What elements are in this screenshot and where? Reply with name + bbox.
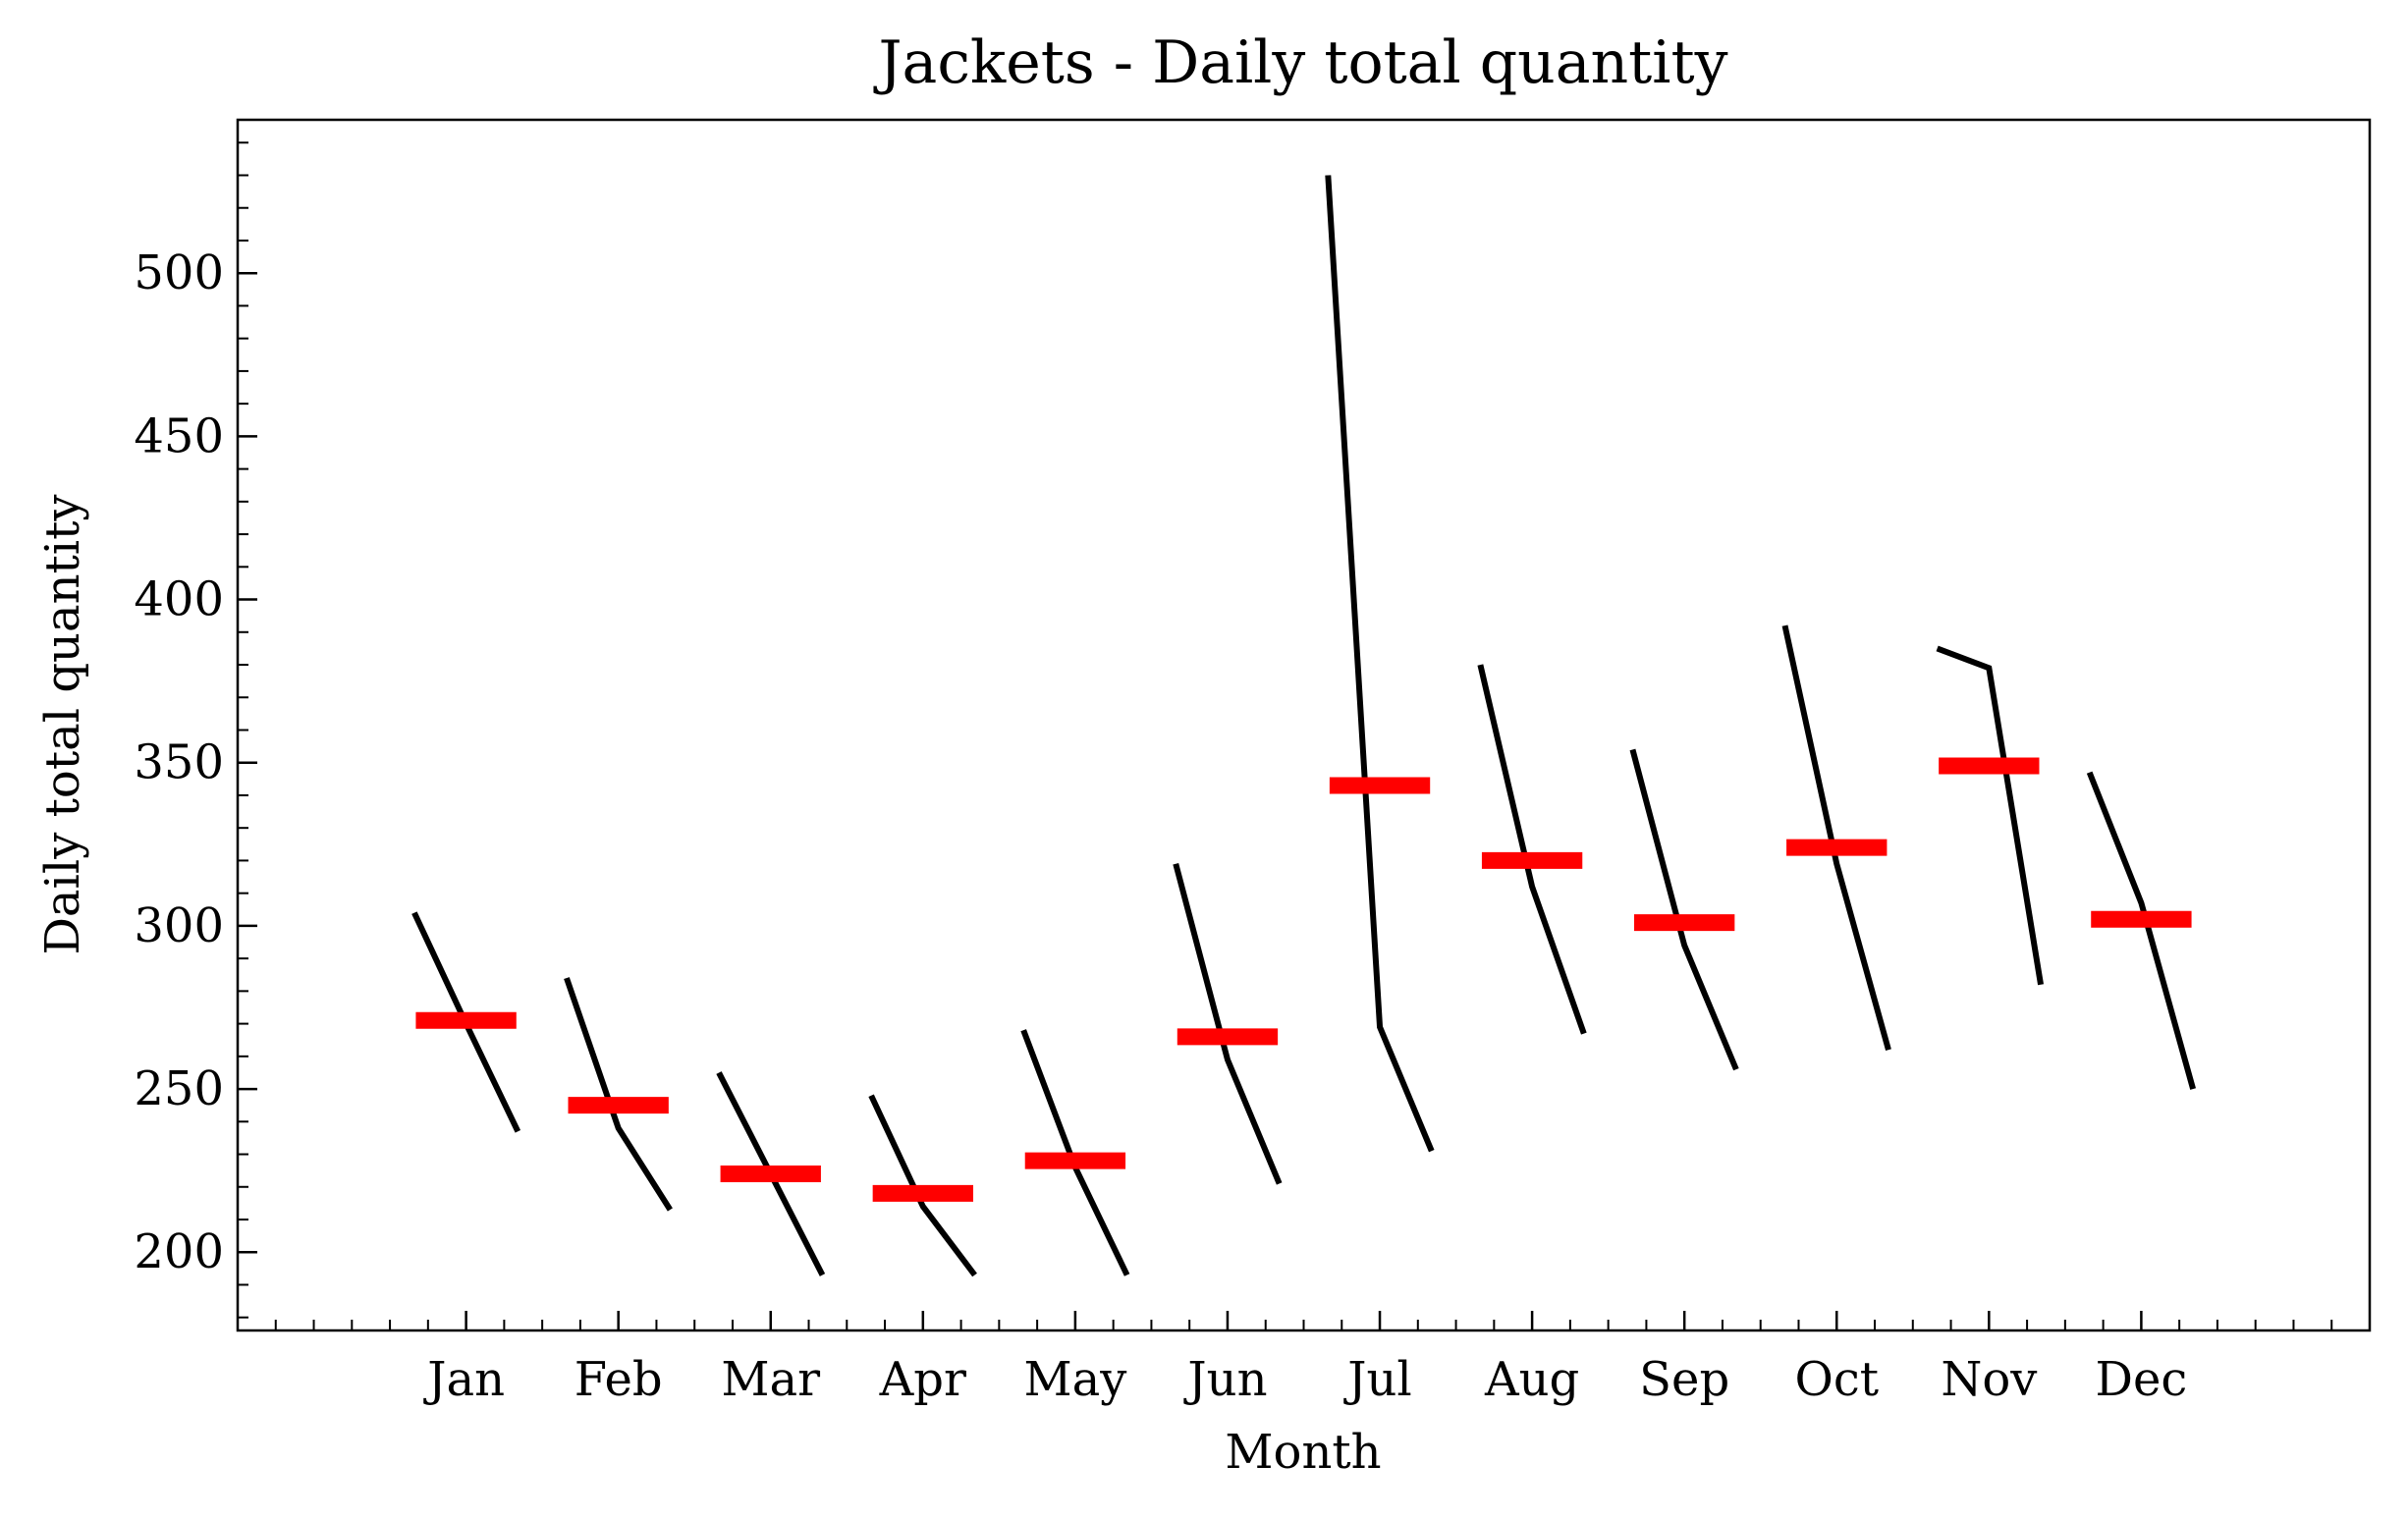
x-tick-label: Jun	[1182, 1352, 1267, 1407]
month-line	[1477, 664, 1587, 1035]
y-tick-label: 250	[134, 1061, 224, 1116]
month-line	[564, 977, 673, 1212]
x-tick-label: Aug	[1484, 1352, 1579, 1407]
x-tick-label: Oct	[1794, 1352, 1879, 1407]
y-tick-label: 450	[134, 408, 224, 463]
x-axis-label: Month	[1225, 1425, 1381, 1480]
month-line	[1629, 748, 1739, 1071]
month-line	[1325, 175, 1435, 1153]
y-tick-label: 300	[134, 898, 224, 953]
month-line	[868, 1094, 977, 1277]
x-tick-label: Sep	[1639, 1352, 1729, 1407]
x-tick-label: Jan	[422, 1352, 505, 1407]
x-tick-label: Feb	[575, 1352, 663, 1407]
x-tick-label: Jul	[1342, 1352, 1412, 1407]
x-tick-label: Nov	[1941, 1352, 2037, 1407]
x-tick-label: Apr	[879, 1352, 966, 1407]
chart-title: Jackets - Daily total quantity	[873, 28, 1728, 97]
y-axis-label: Daily total quantity	[35, 494, 90, 954]
month-line	[2086, 771, 2197, 1090]
x-tick-label: Dec	[2096, 1352, 2188, 1407]
plot-frame	[236, 118, 2372, 1332]
x-tick-label: Mar	[721, 1352, 820, 1407]
y-tick-label: 200	[134, 1224, 224, 1279]
month-line	[1936, 645, 2045, 986]
month-line	[1781, 624, 1891, 1051]
month-line	[1173, 862, 1283, 1185]
x-tick-label: May	[1023, 1352, 1126, 1407]
y-tick-label: 350	[134, 735, 224, 790]
y-tick-label: 500	[134, 245, 224, 300]
y-tick-label: 400	[134, 572, 224, 627]
